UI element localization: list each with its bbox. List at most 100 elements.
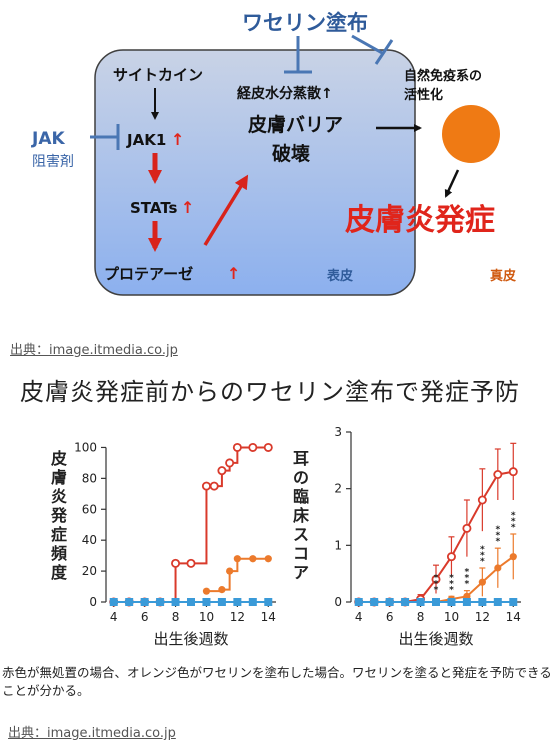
significance-star: * — [434, 573, 439, 583]
jak-inhibitor-label-2: 阻害剤 — [32, 154, 74, 170]
y-axis-label-char: ス — [293, 525, 309, 544]
data-point — [125, 598, 134, 606]
significance-star: * — [449, 573, 454, 583]
significance-star: * — [434, 585, 439, 595]
significance-star: * — [480, 557, 485, 567]
data-point — [248, 598, 257, 606]
data-point — [233, 555, 241, 563]
data-point — [509, 598, 518, 606]
data-point — [156, 598, 165, 606]
protease-up-arrow: ↑ — [227, 264, 240, 283]
barrier-label-2: 破壊 — [272, 143, 311, 165]
data-point — [109, 598, 118, 606]
x-tick-label: 12 — [230, 610, 245, 624]
x-axis-label: 出生後週数 — [398, 630, 473, 648]
dermatitis-label: 皮膚炎発症 — [345, 203, 495, 238]
source-link-top[interactable]: 出典：image.itmedia.co.jp — [10, 343, 178, 358]
x-tick-label: 8 — [417, 610, 425, 624]
significance-star: * — [465, 580, 470, 590]
y-axis-label-char: 度 — [51, 563, 68, 582]
stats-label: STATs — [130, 199, 178, 217]
data-point — [493, 470, 503, 480]
data-point — [233, 598, 242, 606]
significance-star: * — [480, 545, 485, 555]
data-point — [432, 598, 440, 606]
immune-cell-circle — [442, 105, 500, 163]
section-title: 皮膚炎発症前からのワセリン塗布で発症予防 — [20, 378, 520, 406]
data-point — [226, 567, 234, 575]
significance-star: * — [449, 579, 454, 589]
data-point — [416, 598, 425, 606]
data-point — [263, 442, 273, 452]
y-axis-label-char: 耳 — [293, 449, 309, 468]
y-tick-label: 3 — [334, 425, 342, 439]
x-tick-label: 4 — [110, 610, 118, 624]
x-tick-label: 6 — [141, 610, 149, 624]
y-axis-label-char: 頻 — [51, 544, 67, 563]
significance-star: * — [495, 531, 500, 541]
data-point — [370, 598, 379, 606]
x-tick-label: 12 — [475, 610, 490, 624]
x-tick-label: 4 — [355, 610, 363, 624]
y-tick-label: 60 — [82, 502, 97, 516]
y-axis-label-char: 皮 — [50, 449, 67, 468]
significance-star: * — [465, 574, 470, 584]
data-point — [187, 598, 195, 606]
series-line — [113, 446, 269, 603]
y-tick-label: 80 — [82, 471, 97, 485]
data-point — [186, 558, 196, 568]
significance-star: * — [434, 579, 439, 589]
data-point — [171, 598, 180, 606]
data-point — [232, 442, 242, 452]
epidermis-label: 表皮 — [326, 268, 353, 284]
y-axis-label-char: 発 — [50, 506, 68, 525]
y-axis-label-char: 症 — [51, 525, 67, 544]
data-point — [140, 598, 149, 606]
data-point — [202, 587, 211, 595]
barrier-label: 皮膚バリア — [248, 113, 343, 136]
data-point — [446, 552, 456, 562]
data-point — [508, 467, 518, 477]
jak-inhibitor-label: JAK — [31, 129, 65, 149]
series-line — [206, 557, 269, 593]
epidermis-box — [94, 49, 416, 296]
data-point — [217, 466, 227, 476]
significance-star: * — [465, 568, 470, 578]
data-point — [494, 564, 502, 572]
data-point — [447, 598, 456, 606]
data-point — [385, 598, 394, 606]
innate-label-2: 活性化 — [404, 87, 443, 103]
y-tick-label: 0 — [334, 595, 342, 609]
data-point — [209, 481, 219, 491]
data-point — [218, 586, 226, 594]
y-axis-label-char: 臨 — [293, 487, 309, 506]
mechanism-diagram: ワセリン塗布 JAK 阻害剤 サイトカイン JAK1 ↑ STATs ↑ プロテ… — [31, 11, 516, 296]
jak1-label: JAK1 — [126, 131, 166, 149]
data-point — [462, 598, 471, 606]
x-tick-label: 10 — [444, 610, 459, 624]
data-point — [493, 598, 502, 606]
y-axis-label-char: 炎 — [51, 487, 67, 506]
transepidermal-label: 経皮水分蒸散↑ — [237, 85, 333, 102]
x-tick-label: 6 — [386, 610, 394, 624]
significance-star: * — [511, 517, 516, 527]
significance-star: * — [495, 537, 500, 547]
y-tick-label: 40 — [82, 533, 97, 547]
source-link-bottom[interactable]: 出典：image.itmedia.co.jp — [8, 726, 176, 741]
figure-caption: 赤色が無処置の場合、オレンジ色がワセリンを塗布した場合。ワセリンを塗ると発症を予… — [2, 665, 552, 698]
significance-star: * — [511, 511, 516, 521]
data-point — [509, 553, 517, 561]
data-point — [462, 523, 472, 533]
significance-star: * — [449, 585, 454, 595]
y-tick-label: 20 — [82, 564, 97, 578]
significance-star: * — [495, 525, 500, 535]
dermis-label: 真皮 — [490, 268, 516, 284]
y-axis-label-char: 膚 — [51, 468, 67, 487]
innate-label: 自然免疫系の — [404, 68, 482, 84]
data-point — [264, 555, 272, 563]
inhibition-bar — [374, 39, 394, 65]
data-point — [478, 598, 487, 606]
data-point — [225, 458, 235, 468]
x-tick-label: 8 — [172, 610, 180, 624]
